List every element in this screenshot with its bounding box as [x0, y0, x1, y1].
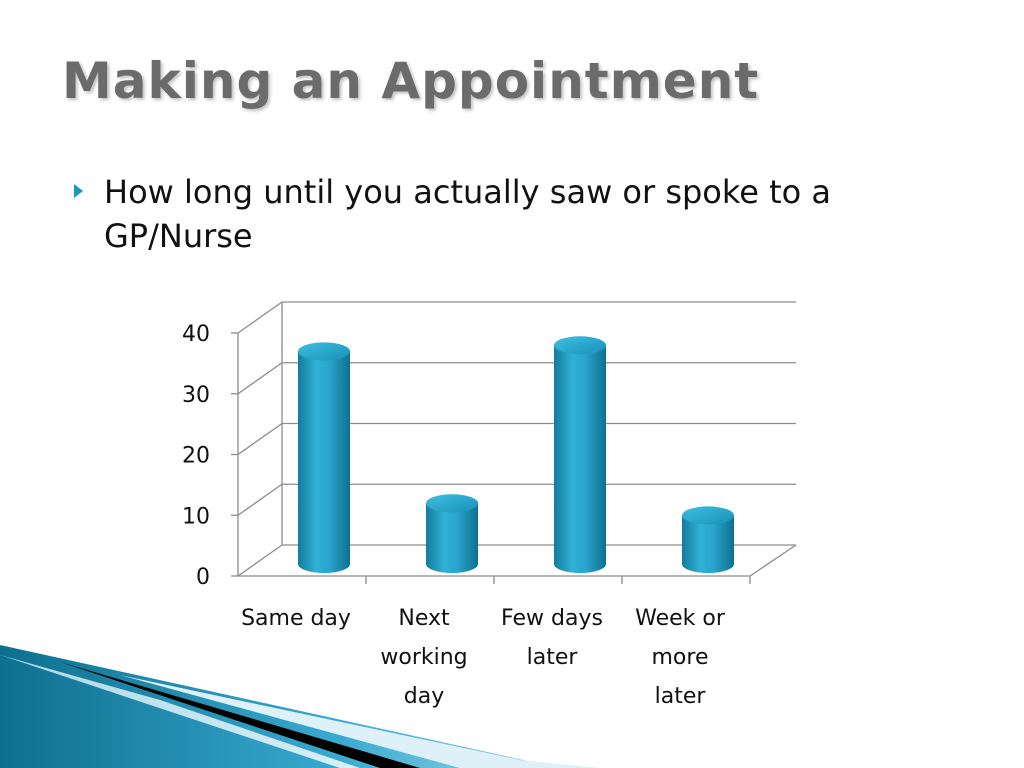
bar-cap [682, 506, 734, 525]
bar-body [682, 515, 734, 573]
x-category-label: Next working day [380, 606, 467, 709]
x-category-label: Week or more later [635, 606, 726, 709]
x-axis-labels: Same day Next working day Few days later Week … [241, 606, 726, 709]
gridline-side [237, 422, 283, 456]
bar [554, 336, 606, 573]
bar-body [298, 351, 350, 573]
y-tick-label: 20 [182, 444, 210, 469]
bar-cap [298, 342, 350, 361]
bar [298, 342, 350, 573]
slide-title: Making an Appointment [62, 52, 760, 110]
bullet-text: How long until you actually saw or spoke… [104, 173, 832, 255]
gridline-side [237, 362, 283, 395]
bar-cap [554, 336, 606, 355]
bar-cap [426, 494, 478, 513]
bullet-item: How long until you actually saw or spoke… [74, 170, 974, 258]
corner-swoosh [0, 645, 600, 768]
chart-grid [231, 301, 797, 584]
y-axis-ticks: 0 10 20 30 40 [182, 322, 210, 590]
gridline-side [237, 301, 283, 334]
floor-right-edge [749, 544, 797, 577]
gridline-side [237, 483, 283, 516]
y-tick-label: 10 [182, 504, 210, 529]
bar [426, 494, 478, 573]
gridline-side [237, 544, 283, 577]
x-category-label: Few days later [501, 606, 603, 670]
bullet-arrow-icon [74, 184, 83, 198]
bar-body [554, 345, 606, 573]
chart-bars [298, 336, 734, 573]
bar-body [426, 503, 478, 573]
y-tick-label: 0 [196, 565, 210, 590]
x-category-label: Same day [241, 606, 351, 631]
y-tick-label: 40 [182, 322, 210, 347]
bar [682, 506, 734, 573]
y-tick-label: 30 [182, 383, 210, 408]
